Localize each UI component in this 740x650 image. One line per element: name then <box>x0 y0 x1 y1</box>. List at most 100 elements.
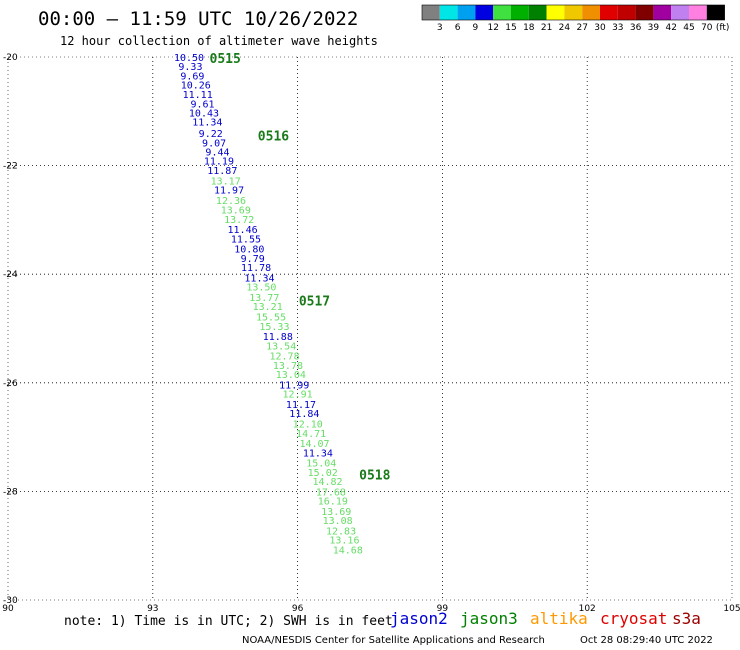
y-tick-label: -30 <box>3 596 18 606</box>
pass-time-label: 0515 <box>210 52 241 67</box>
wave-height-value: 14.68 <box>333 546 363 557</box>
color-swatch <box>511 5 529 20</box>
color-scale-label: 42 <box>665 23 676 33</box>
timestamp-text: Oct 28 08:29:40 UTC 2022 <box>580 635 713 646</box>
wave-height-value: 13.21 <box>253 302 283 313</box>
wave-height-value: 14.82 <box>312 477 342 488</box>
color-swatch <box>635 5 654 20</box>
color-scale-label: 15 <box>505 23 516 33</box>
color-scale-label: 70 <box>701 23 713 33</box>
wave-height-value: 15.33 <box>259 322 289 333</box>
x-tick-label: 93 <box>147 604 158 614</box>
wave-height-value: 15.02 <box>308 468 338 479</box>
y-tick-label: -24 <box>3 270 18 280</box>
wave-height-value: 11.34 <box>244 273 274 284</box>
wave-height-value: 9.33 <box>178 62 202 73</box>
color-scale-label: 18 <box>523 23 535 33</box>
wave-height-value: 11.34 <box>303 448 333 459</box>
satellite-altika: altika <box>530 609 588 628</box>
wave-height-value: 11.99 <box>279 380 309 391</box>
wave-height-value: 10.50 <box>174 53 204 64</box>
color-swatch <box>528 5 547 20</box>
color-swatch <box>493 5 511 20</box>
color-scale-unit: (ft) <box>716 23 730 33</box>
color-scale-legend: 3 6 9 12 15 18 21 24 27 30 33 36 39 42 45 70 (ft) <box>421 4 730 33</box>
color-scale-label: 12 <box>487 23 498 33</box>
color-scale-frame <box>421 4 725 21</box>
wave-height-value: 13.17 <box>211 176 241 187</box>
color-scale-label: 36 <box>630 23 642 33</box>
wave-height-value: 10.80 <box>234 245 264 256</box>
wave-height-value: 12.36 <box>216 196 246 207</box>
color-swatch <box>653 5 672 20</box>
plot-area: 90 93 96 99 102 105 -20 -22 -24 -26 -28 -30 10.509.3… <box>2 52 740 614</box>
x-tick-label: 105 <box>723 604 740 614</box>
wave-height-value: 16.19 <box>318 497 348 508</box>
color-scale-label: 24 <box>559 23 571 33</box>
chart-title: 00:00 – 11:59 UTC 10/26/2022 <box>38 8 358 30</box>
wave-height-value: 11.88 <box>263 332 293 343</box>
wave-height-value: 9.69 <box>180 71 204 82</box>
y-tick-label: -22 <box>3 162 18 172</box>
wave-height-value: 11.17 <box>286 400 316 411</box>
wave-height-value: 15.04 <box>306 459 336 470</box>
color-swatch <box>600 5 618 20</box>
wave-height-value: 14.07 <box>299 439 329 450</box>
x-tick-label: 102 <box>579 604 596 614</box>
color-scale-label: 27 <box>576 23 587 33</box>
satellite-cryosat: cryosat <box>600 609 667 628</box>
wave-height-value: 12.91 <box>283 390 313 401</box>
wave-height-value: 12.10 <box>293 420 323 431</box>
color-scale-label: 39 <box>648 23 660 33</box>
color-swatch <box>546 5 565 20</box>
satellite-s3a: s3a <box>672 609 701 628</box>
wave-height-value: 13.77 <box>249 293 279 304</box>
color-swatch <box>671 5 689 20</box>
wave-height-value: 11.46 <box>228 225 258 236</box>
y-tick-label: -20 <box>3 53 18 63</box>
color-swatch <box>564 5 583 20</box>
wave-height-value: 13.08 <box>323 516 353 527</box>
wave-height-value: 17.68 <box>316 487 346 498</box>
color-scale-label: 33 <box>612 23 623 33</box>
note-text: note: 1) Time is in UTC; 2) SWH is in fe… <box>64 614 393 629</box>
pass-time-label: 0518 <box>359 469 390 484</box>
color-scale-label: 30 <box>594 23 606 33</box>
wave-height-value: 9.22 <box>199 129 223 140</box>
wave-height-value: 13.16 <box>329 536 359 547</box>
wave-height-value: 13.50 <box>246 283 276 294</box>
wave-height-value: 9.44 <box>205 147 229 158</box>
wave-height-value: 13.54 <box>266 341 296 352</box>
wave-height-value: 15.55 <box>256 313 286 324</box>
color-scale-label: 9 <box>473 23 479 33</box>
wave-height-value: 11.97 <box>214 185 244 196</box>
wave-height-value: 9.07 <box>202 138 226 149</box>
color-swatch <box>706 5 725 20</box>
x-tick-label: 90 <box>2 604 14 614</box>
wave-height-value: 11.34 <box>192 118 222 129</box>
x-tick-label: 96 <box>292 604 304 614</box>
wave-height-value: 9.61 <box>190 100 214 111</box>
color-swatch <box>617 5 636 20</box>
y-tick-label: -28 <box>3 487 18 497</box>
wave-height-value: 10.26 <box>181 81 211 92</box>
color-swatch <box>422 5 440 20</box>
color-swatch <box>582 5 600 20</box>
wave-height-value: 11.19 <box>204 157 234 168</box>
wave-height-value: 11.84 <box>289 409 319 420</box>
satellite-jason3: jason3 <box>460 609 518 628</box>
wave-height-value: 13.69 <box>321 507 351 518</box>
chart-subtitle: 12 hour collection of altimeter wave hei… <box>60 34 378 48</box>
wave-height-value: 11.78 <box>241 263 271 274</box>
color-swatch <box>457 5 476 20</box>
plot-frame <box>7 56 733 601</box>
wave-height-value: 13.04 <box>276 370 306 381</box>
wave-height-value: 10.43 <box>189 108 219 119</box>
wave-height-value: 12.83 <box>326 526 356 537</box>
wave-height-value: 13.78 <box>273 361 303 372</box>
wave-height-value: 12.78 <box>270 352 300 363</box>
color-scale-label: 3 <box>437 23 443 33</box>
wave-height-value: 11.87 <box>207 166 237 177</box>
